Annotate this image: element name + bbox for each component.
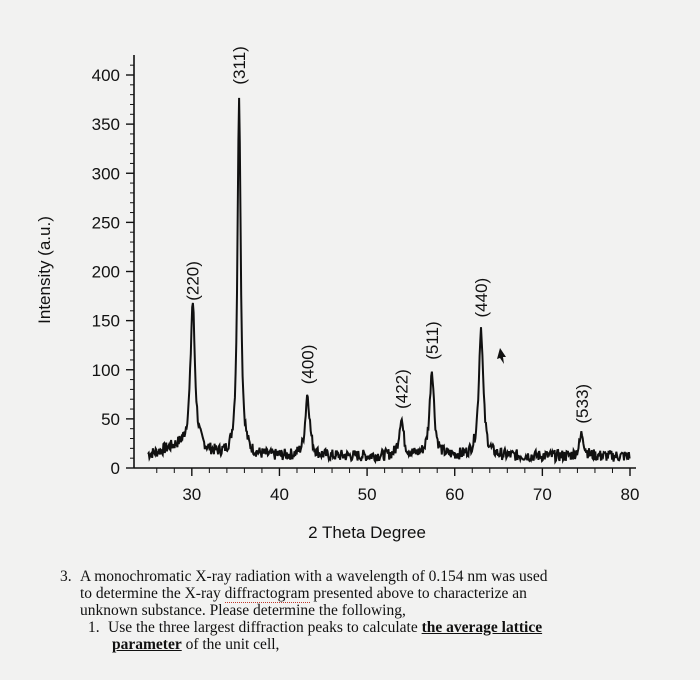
item-text-pre: Use the three largest diffraction peaks … [108, 619, 422, 636]
y-axis-title: Intensity (a.u.) [35, 216, 54, 324]
question-line-2: to determine the X-ray diffractogram pre… [60, 585, 690, 603]
item-line-2: parameter of the unit cell, [60, 636, 690, 653]
xrd-chart: 0 50 100 150 200 250 300 350 400 30 40 50 60 70 80 (2… [35, 46, 640, 542]
question-line-2-pre: to determine the X-ray [80, 585, 225, 602]
peak-label-400: (400) [299, 345, 318, 385]
y-tick-label: 100 [92, 361, 120, 380]
item-bold-text-2: parameter [112, 636, 182, 653]
item-text-post: of the unit cell, [181, 636, 280, 653]
peak-label-311: (311) [230, 46, 249, 84]
x-tick-label: 60 [445, 485, 464, 504]
peak-labels: (220) (311) (400) (422) (511) (440) (533) [184, 46, 592, 423]
peak-label-511: (511) [423, 321, 442, 359]
x-tick-label: 50 [358, 485, 377, 504]
y-tick-label: 200 [92, 263, 120, 282]
y-axis-ticks: 0 50 100 150 200 250 300 350 400 [92, 64, 134, 478]
question-number: 3. [60, 568, 72, 585]
y-tick-label: 400 [92, 66, 120, 85]
x-tick-label: 40 [270, 485, 289, 504]
peak-label-440: (440) [472, 278, 491, 318]
x-tick-label: 70 [533, 485, 552, 504]
y-tick-label: 0 [111, 459, 120, 478]
question-line-1-text: A monochromatic X-ray radiation with a w… [80, 568, 548, 585]
question-line-1: 3. A monochromatic X-ray radiation with a… [60, 568, 690, 585]
diffractogram-word: diffractogram [224, 585, 310, 603]
item-bold-text: the average lattice [421, 619, 543, 636]
chart-axes [133, 55, 636, 469]
item-number: 1. [88, 619, 100, 636]
question-line-3: unknown substance. Please determine the … [60, 602, 690, 619]
y-tick-label: 350 [92, 115, 120, 134]
peak-label-422: (422) [392, 369, 411, 409]
arrow-mark-icon [497, 348, 506, 364]
x-tick-label: 80 [621, 485, 640, 504]
question-line-3-text: unknown substance. Please determine the … [80, 602, 406, 619]
x-tick-label: 30 [182, 485, 201, 504]
y-tick-label: 250 [92, 213, 120, 232]
item-line-1: 1. Use the three largest diffraction peak… [60, 619, 690, 636]
x-axis-ticks: 30 40 50 60 70 80 [156, 468, 640, 504]
y-tick-label: 150 [92, 312, 120, 331]
question-text: 3. A monochromatic X-ray radiation with a… [60, 568, 690, 653]
question-line-2-post: presented above to characterize an [309, 585, 527, 602]
peak-label-533: (533) [573, 384, 592, 424]
peak-label-220: (220) [184, 261, 203, 301]
y-tick-label: 300 [92, 164, 120, 183]
diffraction-trace [147, 97, 631, 465]
y-tick-label: 50 [101, 410, 120, 429]
x-axis-title: 2 Theta Degree [308, 523, 426, 542]
